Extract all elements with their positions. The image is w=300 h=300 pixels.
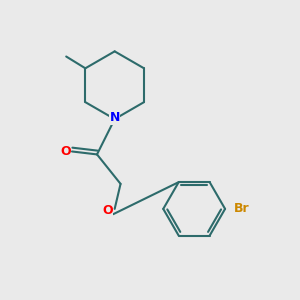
Text: O: O: [60, 145, 71, 158]
Text: N: N: [110, 111, 120, 124]
Text: O: O: [102, 204, 112, 217]
Text: Br: Br: [234, 202, 250, 215]
